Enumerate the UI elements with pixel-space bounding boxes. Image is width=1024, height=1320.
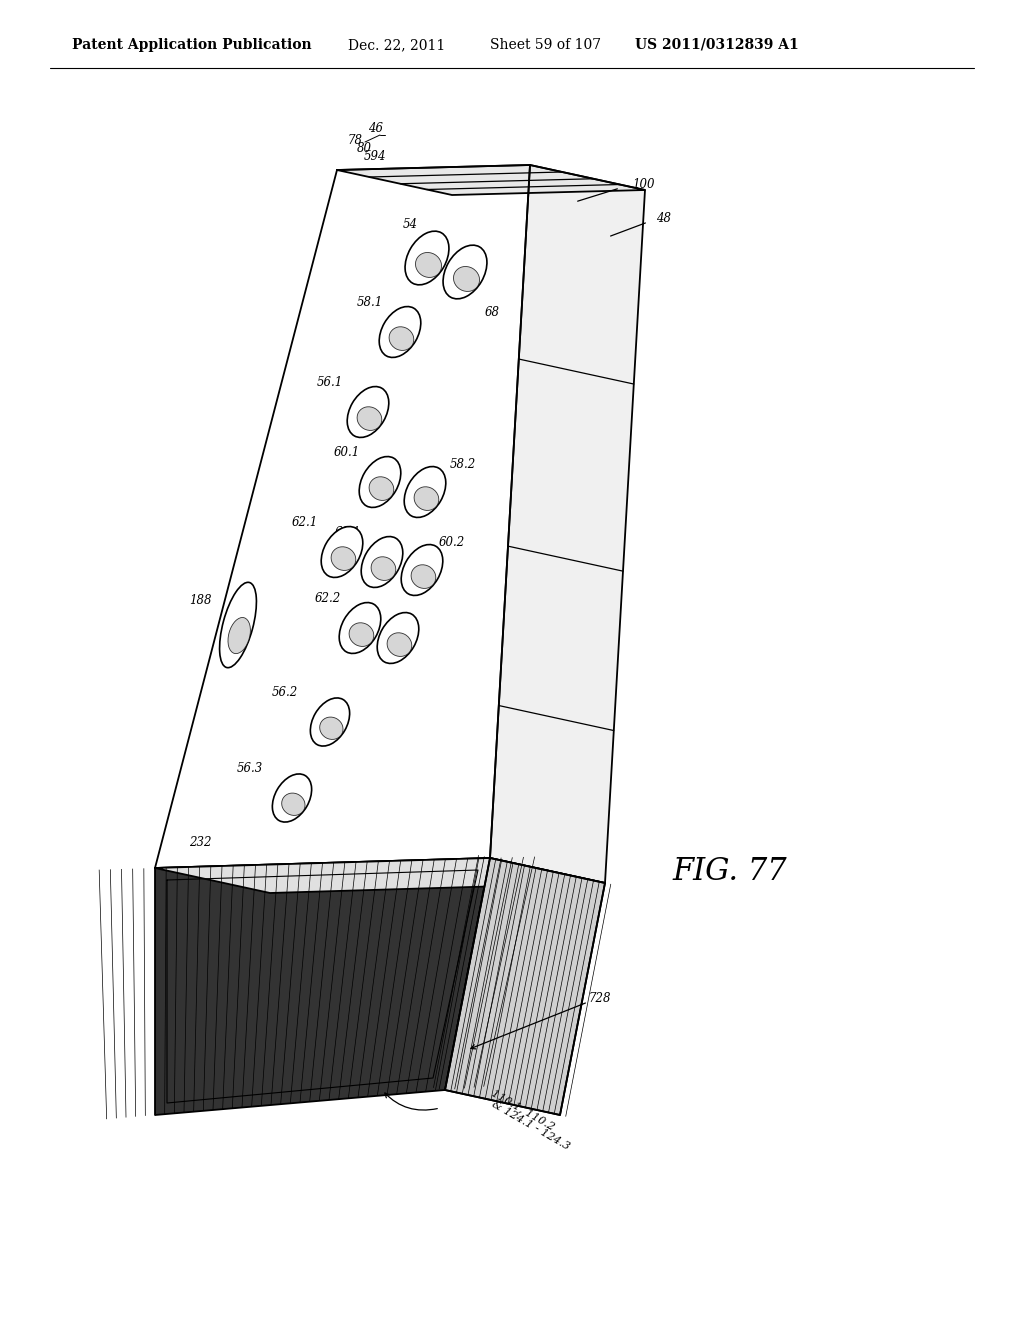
Ellipse shape [219,582,256,668]
Polygon shape [155,858,605,894]
Text: 48: 48 [656,211,671,224]
Ellipse shape [414,487,439,511]
Text: 78: 78 [347,133,362,147]
Text: 56.2: 56.2 [272,685,298,698]
Text: 58.2: 58.2 [450,458,476,471]
Polygon shape [490,165,645,883]
Text: US 2011/0312839 A1: US 2011/0312839 A1 [635,38,799,51]
Ellipse shape [416,252,441,277]
Polygon shape [337,165,645,195]
Ellipse shape [322,527,362,577]
Text: FIG. 77: FIG. 77 [673,857,787,887]
Text: 58.1: 58.1 [357,296,383,309]
Ellipse shape [347,387,389,437]
Text: 60.1: 60.1 [335,525,361,539]
Ellipse shape [443,246,487,298]
Ellipse shape [387,632,412,656]
Text: 594: 594 [364,150,386,164]
Text: 232: 232 [188,836,211,849]
Polygon shape [155,858,605,894]
Text: 60.2: 60.2 [439,536,465,549]
Ellipse shape [272,774,311,822]
Text: & 124.1 - 124.3: & 124.1 - 124.3 [490,1098,571,1151]
Ellipse shape [411,565,436,589]
Ellipse shape [339,602,381,653]
Ellipse shape [404,466,445,517]
Ellipse shape [361,536,402,587]
Text: 188: 188 [188,594,211,606]
Text: 62.1: 62.1 [292,516,318,528]
Text: 728: 728 [589,991,611,1005]
Text: Dec. 22, 2011: Dec. 22, 2011 [348,38,445,51]
Ellipse shape [371,557,396,581]
Text: 100: 100 [632,177,654,190]
Polygon shape [155,165,530,869]
Text: 80: 80 [356,141,372,154]
Ellipse shape [454,267,479,292]
Ellipse shape [319,717,343,739]
Ellipse shape [406,231,449,285]
Text: 46: 46 [369,121,384,135]
Ellipse shape [379,306,421,358]
Ellipse shape [310,698,349,746]
Ellipse shape [282,793,305,816]
Ellipse shape [389,327,414,350]
Ellipse shape [401,545,442,595]
Text: 56.3: 56.3 [237,762,263,775]
Polygon shape [155,858,490,1115]
Ellipse shape [359,457,400,507]
Text: 62.2: 62.2 [314,591,341,605]
Text: Sheet 59 of 107: Sheet 59 of 107 [490,38,601,51]
Polygon shape [445,858,605,1115]
Ellipse shape [349,623,374,647]
Text: Patent Application Publication: Patent Application Publication [72,38,311,51]
Ellipse shape [331,546,355,570]
Ellipse shape [357,407,382,430]
Text: 110.1, 110.2: 110.1, 110.2 [490,1088,556,1133]
Text: 60.1: 60.1 [334,446,360,458]
Ellipse shape [369,477,394,500]
Ellipse shape [377,612,419,664]
Text: 68: 68 [484,305,500,318]
Ellipse shape [228,618,251,653]
Text: 54: 54 [402,219,418,231]
Text: 56.1: 56.1 [316,375,343,388]
